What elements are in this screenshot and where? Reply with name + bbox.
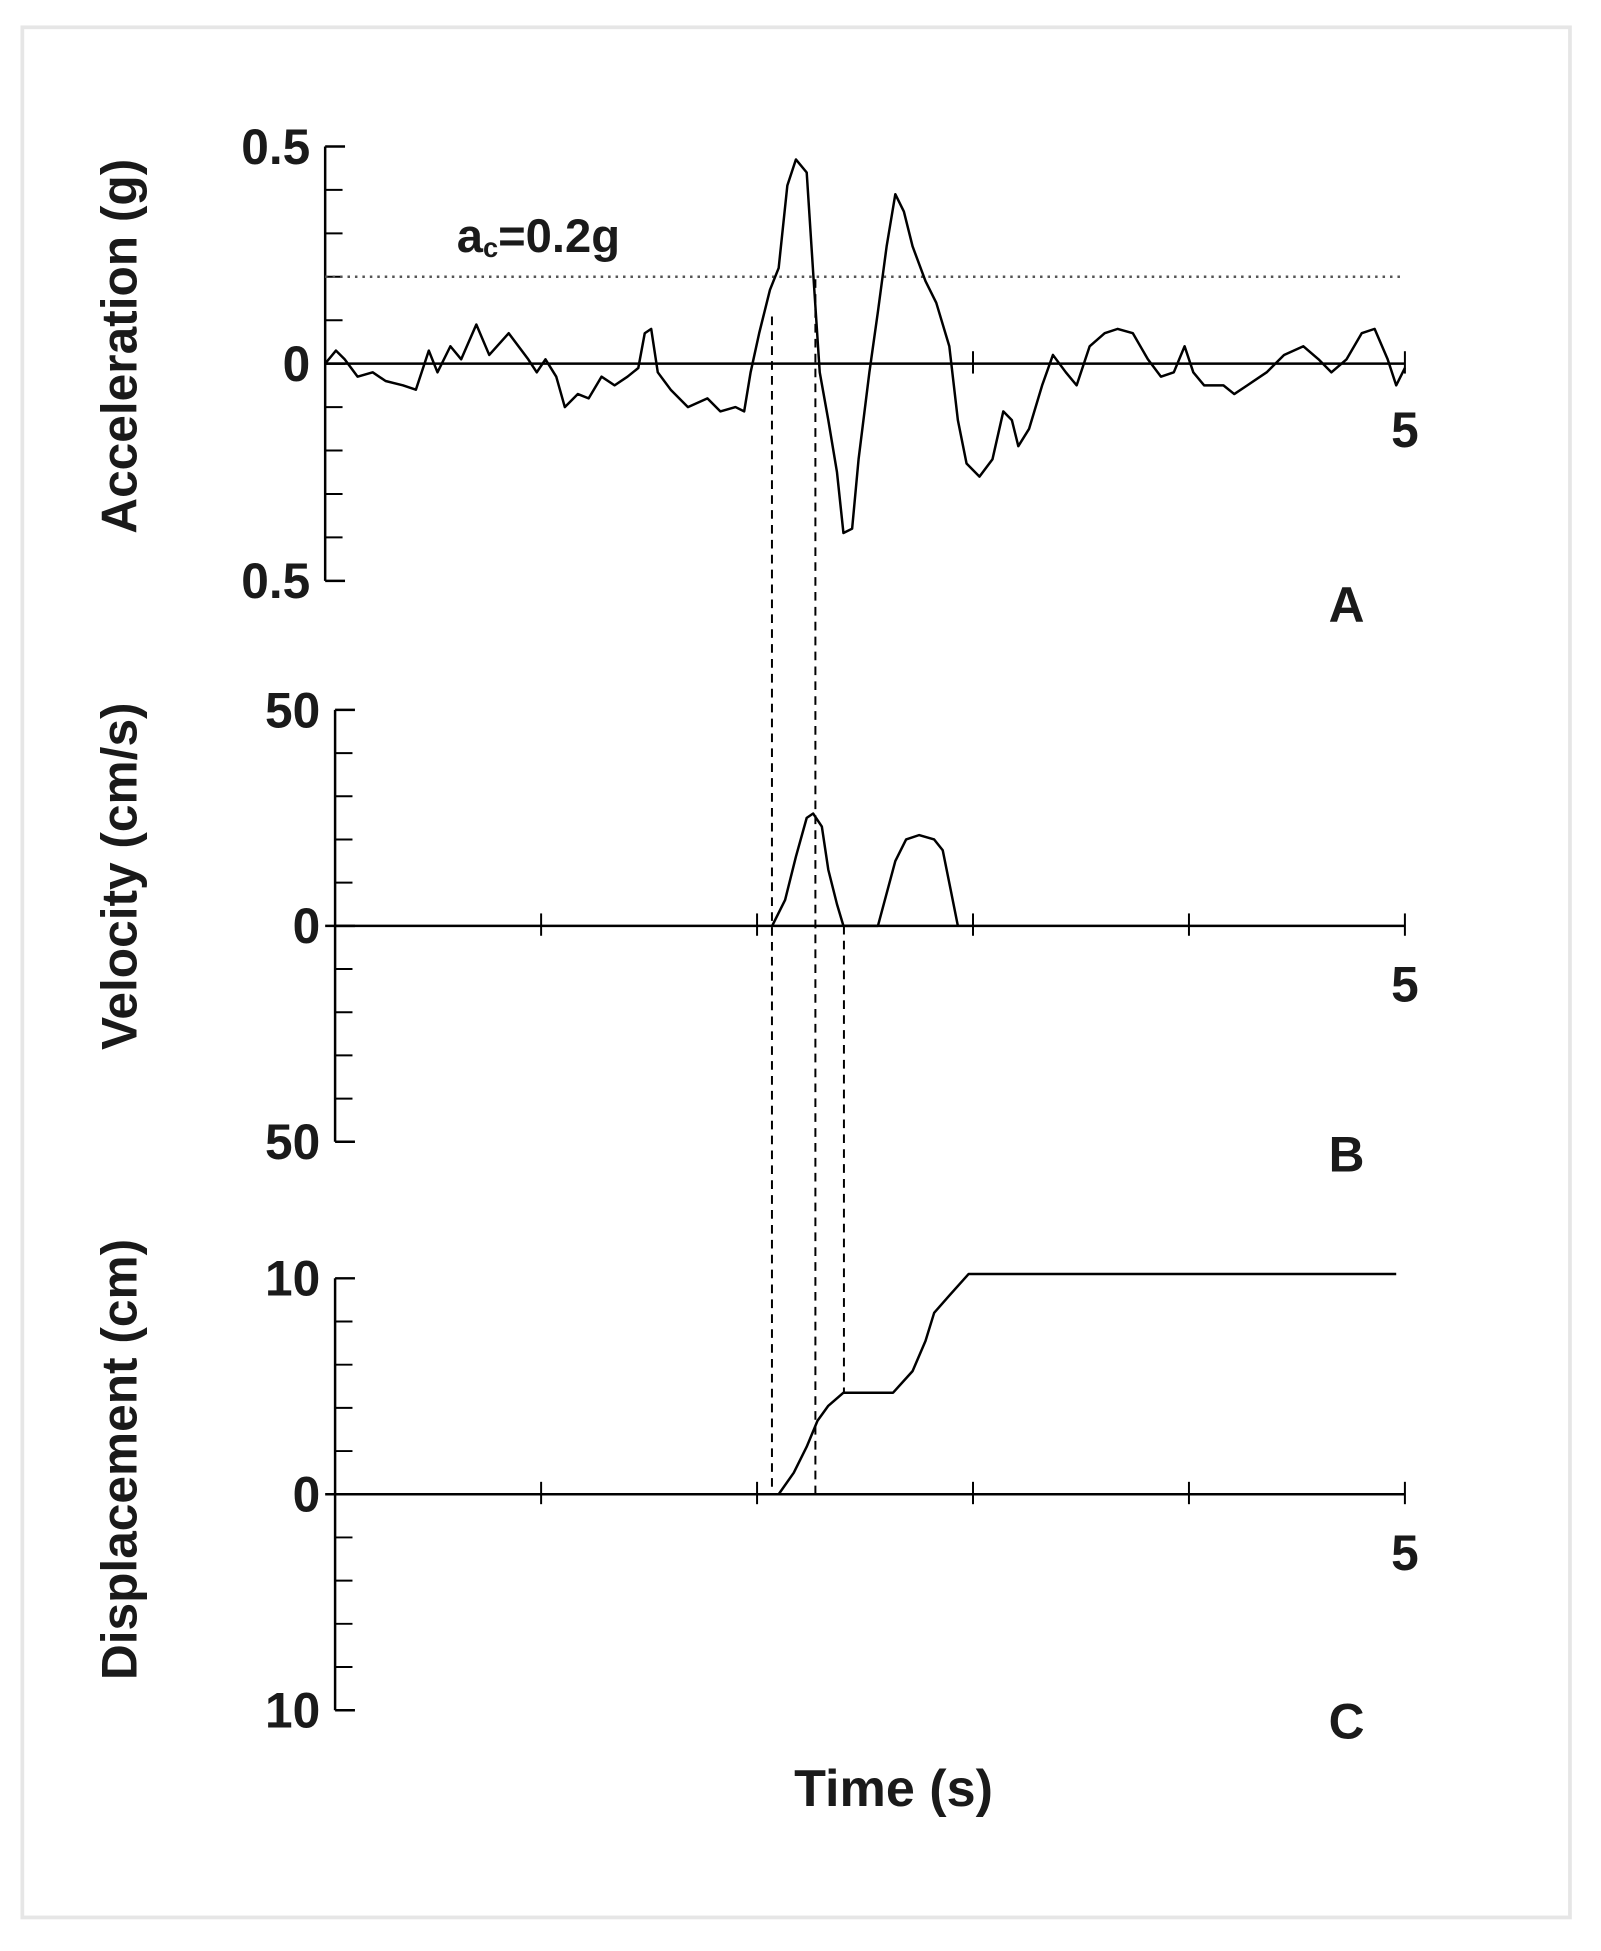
frame <box>20 25 1572 1920</box>
y-axis-label: Velocity (cm/s) <box>92 702 148 1050</box>
y-axis-label: Displacement (cm) <box>92 1239 148 1680</box>
y-tick-label: 10 <box>265 1683 320 1739</box>
y-tick-label: 0 <box>293 1467 321 1523</box>
x-tick-label: 5 <box>1391 1525 1419 1581</box>
x-tick-label: 5 <box>1391 402 1419 458</box>
y-tick-label: 0 <box>283 336 311 392</box>
y-tick-label: 0.5 <box>241 119 310 175</box>
data-line <box>324 158 1407 535</box>
threshold-label-part: =0.2g <box>498 209 620 262</box>
threshold-label: ac=0.2g <box>457 209 620 263</box>
x-tick-label: 5 <box>1391 957 1419 1013</box>
panel-label: A <box>1329 577 1365 633</box>
y-tick-label: 0 <box>293 898 321 954</box>
panel-label: B <box>1329 1127 1365 1183</box>
y-tick-label: 0.5 <box>241 553 310 609</box>
y-axis-label: Acceleration (g) <box>92 159 148 534</box>
panel-label: C <box>1329 1694 1365 1750</box>
x-axis-label: Time (s) <box>794 1760 993 1818</box>
y-tick-label: 10 <box>265 1251 320 1307</box>
data-line <box>777 1272 1397 1495</box>
threshold-label-part: a <box>457 209 484 262</box>
guide-lines <box>770 279 845 1494</box>
data-line <box>771 812 960 928</box>
y-tick-label: 50 <box>265 1114 320 1170</box>
y-tick-label: 50 <box>265 682 320 738</box>
threshold-label-part: c <box>483 232 498 263</box>
